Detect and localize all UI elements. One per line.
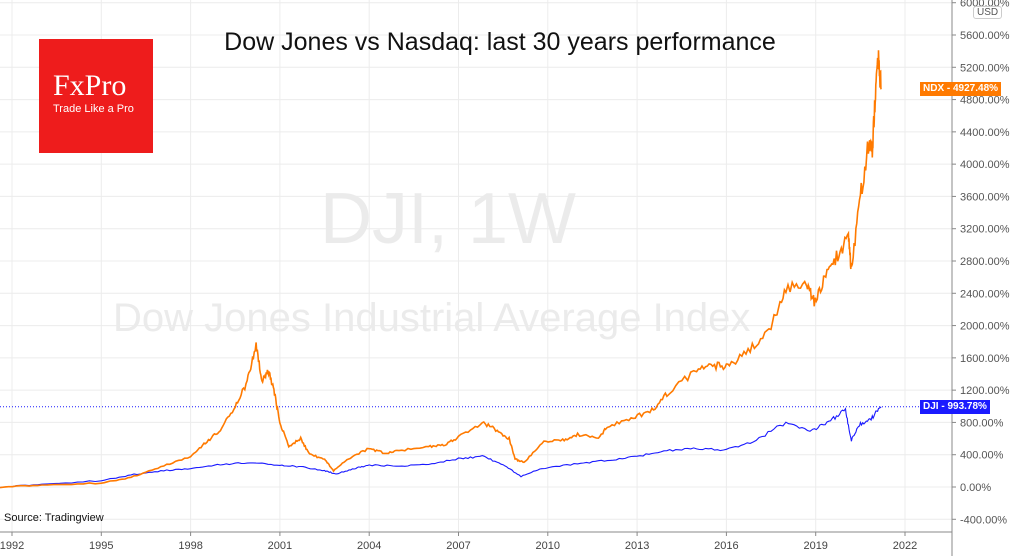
watermark-symbol: DJI, 1W <box>320 179 577 259</box>
y-tick-label: 0.00% <box>960 482 991 494</box>
chart-title: Dow Jones vs Nasdaq: last 30 years perfo… <box>224 28 776 56</box>
y-tick-label: 3200.00% <box>960 224 1010 236</box>
x-tick-label: 1998 <box>178 540 202 552</box>
y-tick-label: 5600.00% <box>960 30 1010 42</box>
series-name: NDX - <box>923 83 953 95</box>
x-tick-label: 2010 <box>536 540 560 552</box>
series-name: DJI - <box>923 400 948 412</box>
y-tick-label: 4400.00% <box>960 127 1010 139</box>
x-tick-label: 2022 <box>893 540 917 552</box>
y-tick-label: 4800.00% <box>960 95 1010 107</box>
y-tick-label: 5200.00% <box>960 62 1010 74</box>
x-tick-label: 2016 <box>714 540 738 552</box>
x-tick-label: 1995 <box>89 540 113 552</box>
y-tick-label: -400.00% <box>960 514 1007 526</box>
source-label: Source: Tradingview <box>4 512 104 524</box>
x-tick-label: 2019 <box>803 540 827 552</box>
y-tick-label: 4000.00% <box>960 159 1010 171</box>
x-tick-label: 2007 <box>446 540 470 552</box>
series-last-value: 993.78% <box>947 400 987 412</box>
watermark-name: Dow Jones Industrial Average Index <box>113 296 751 340</box>
y-tick-label: 1200.00% <box>960 385 1010 397</box>
series-line-dji <box>0 406 882 489</box>
y-tick-label: 2000.00% <box>960 321 1010 333</box>
y-tick-label: 2800.00% <box>960 256 1010 268</box>
y-tick-label: 2400.00% <box>960 288 1010 300</box>
x-tick-label: 2001 <box>268 540 292 552</box>
series-line-ndx <box>0 50 882 489</box>
y-tick-label: 800.00% <box>960 417 1004 429</box>
series-last-value: 4927.48% <box>953 83 999 95</box>
last-value-tag-dji: DJI - 993.78% <box>920 399 990 414</box>
y-tick-label: 3600.00% <box>960 191 1010 203</box>
x-tick-label: 1992 <box>0 540 24 552</box>
last-value-tag-ndx: NDX - 4927.48% <box>920 82 1002 97</box>
y-tick-label: 6000.00% <box>960 0 1010 10</box>
x-tick-label: 2004 <box>357 540 381 552</box>
fxpro-logo: FxPro Trade Like a Pro <box>39 39 153 153</box>
currency-button[interactable]: USD <box>973 6 1003 19</box>
y-tick-label: 400.00% <box>960 450 1004 462</box>
logo-slogan: Trade Like a Pro <box>53 103 134 115</box>
y-tick-label: 1600.00% <box>960 353 1010 365</box>
logo-brand: FxPro <box>53 69 127 102</box>
x-tick-label: 2013 <box>625 540 649 552</box>
